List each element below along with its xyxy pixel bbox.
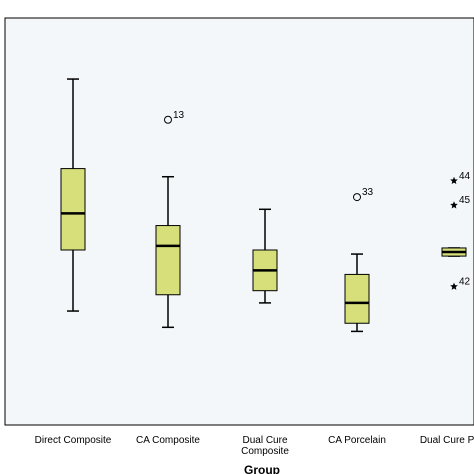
outlier-star-marker — [450, 176, 458, 185]
x-tick-label: Direct Composite — [35, 435, 112, 446]
outlier-label: 42 — [459, 277, 471, 288]
outlier-label: 44 — [459, 171, 471, 182]
outlier-circle-marker — [353, 193, 361, 202]
x-tick-label: CA Composite — [136, 435, 200, 446]
x-tick-label: Composite — [241, 446, 289, 457]
box-iqr — [155, 225, 181, 296]
outlier-label: 13 — [173, 110, 185, 121]
outlier-circle-marker — [164, 115, 172, 124]
outlier-label: 33 — [362, 187, 374, 198]
box-iqr — [60, 168, 86, 251]
box-group-ca-porcelain: 33 — [344, 187, 374, 333]
outlier-star-marker — [450, 282, 458, 290]
outlier-star-marker — [450, 201, 458, 209]
box-iqr — [344, 273, 370, 324]
outlier-label: 45 — [459, 195, 471, 206]
box-group-ca-composite: 13 — [155, 110, 185, 329]
x-axis-title: Group — [244, 463, 280, 474]
box-group-dual-cure-composite — [252, 208, 278, 304]
x-tick-label: Dual Cure Porc — [420, 435, 474, 446]
x-tick-label: CA Porcelain — [328, 435, 386, 446]
box-group-dual-cure-porcelain: 44 45 42 — [441, 171, 471, 290]
box-group-direct-composite — [60, 78, 86, 312]
x-tick-label: Dual Cure — [242, 435, 287, 446]
